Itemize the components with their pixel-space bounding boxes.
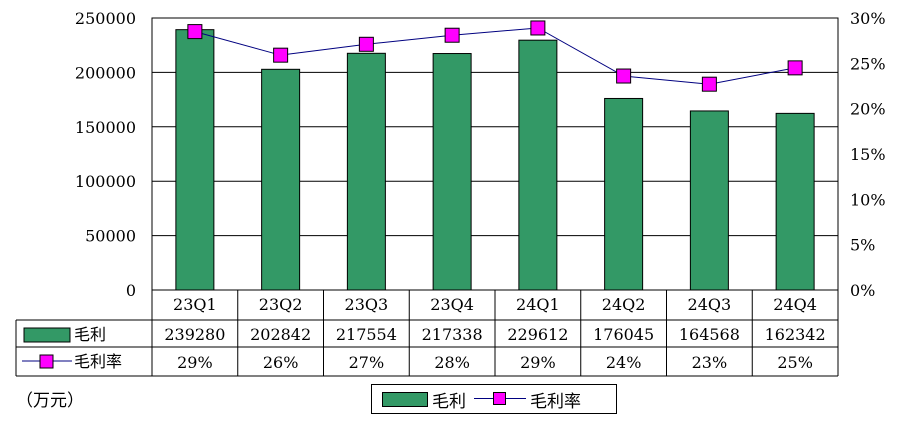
data-point [530,20,546,36]
unit-label: （万元） [16,391,84,411]
legend-label-gross-profit: 毛利 [432,391,466,412]
y-right-tick-label: 5% [850,236,875,255]
data-label: 25% [777,353,813,372]
x-tick-label: 24Q3 [688,295,732,314]
table-row-label: 毛利率 [74,352,122,371]
data-point [787,60,803,76]
y-right-tick-label: 30% [850,9,886,28]
x-tick-label: 23Q1 [173,295,217,314]
y-left-tick-label: 0 [126,281,136,300]
bar [346,52,386,291]
data-label: 162342 [765,325,826,344]
legend-swatch-line [474,391,526,407]
data-point [701,76,717,92]
bar [775,112,815,291]
data-label: 217338 [422,325,483,344]
plot-area-border [151,17,839,291]
data-label: 27% [349,353,385,372]
data-label: 217554 [336,325,397,344]
data-point [358,36,374,52]
legend-item-gross-profit: 毛利 [372,387,466,412]
gross-margin-line [194,27,796,85]
bar [432,53,472,291]
y-left-tick-label: 150000 [75,118,136,137]
y-right-tick-label: 15% [850,145,886,164]
bar [689,110,729,291]
y-left-tick-label: 50000 [85,227,136,246]
bar [604,97,644,291]
x-tick-label: 23Q4 [430,295,474,314]
bar [261,68,301,291]
x-tick-label: 23Q3 [345,295,389,314]
y-right-tick-label: 25% [850,54,886,73]
data-point [616,68,632,84]
table-row-swatch-marker [39,354,54,369]
data-label: 29% [177,353,213,372]
data-label: 23% [692,353,728,372]
data-label: 202842 [250,325,311,344]
legend-label-gross-margin: 毛利率 [530,391,581,412]
data-label: 28% [434,353,470,372]
y-left-tick-label: 100000 [75,172,136,191]
data-point [187,24,203,40]
table-row-label: 毛利 [74,325,106,344]
bar [175,29,215,291]
data-label: 176045 [593,325,654,344]
legend-swatch-bar [382,391,428,407]
data-label: 26% [263,353,299,372]
legend-item-gross-margin: 毛利率 [466,387,581,412]
data-label: 24% [606,353,642,372]
data-point [273,47,289,63]
legend: 毛利 毛利率 [371,384,617,414]
data-label: 29% [520,353,556,372]
x-tick-label: 24Q2 [602,295,646,314]
y-left-tick-label: 250000 [75,9,136,28]
data-label: 229612 [507,325,568,344]
x-tick-label: 24Q4 [773,295,817,314]
y-right-tick-label: 20% [850,100,886,119]
table-row-swatch-bar [23,327,71,343]
x-tick-label: 23Q2 [259,295,303,314]
data-label: 239280 [164,325,225,344]
y-right-tick-label: 0% [850,281,875,300]
x-tick-label: 24Q1 [516,295,560,314]
data-label: 164568 [679,325,740,344]
y-left-tick-label: 200000 [75,63,136,82]
data-point [444,27,460,43]
bar [518,39,558,291]
y-right-tick-label: 10% [850,190,886,209]
